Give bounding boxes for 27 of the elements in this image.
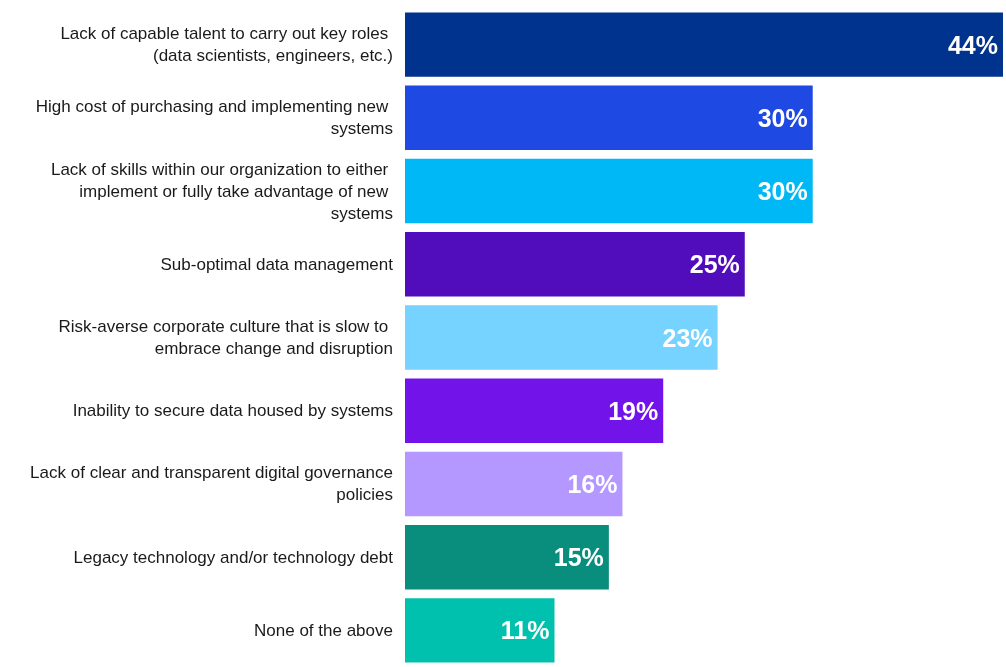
y-tick-label: High cost of purchasing and implementing new systems xyxy=(35,97,393,139)
data-label: 23% xyxy=(662,323,713,352)
data-label: 44% xyxy=(947,30,998,59)
y-tick-label: Lack of clear and transparent digital governance policies xyxy=(30,463,393,505)
data-label: 11% xyxy=(500,616,550,645)
y-tick-label: Legacy technology and/or technology debt xyxy=(73,547,394,567)
data-label: 19% xyxy=(608,396,659,425)
bar xyxy=(405,85,813,151)
bar xyxy=(405,524,609,590)
data-label: 25% xyxy=(689,250,740,279)
y-tick-label: Sub-optimal data management xyxy=(160,254,394,274)
bar xyxy=(405,451,623,517)
data-label: 30% xyxy=(757,177,808,206)
bar xyxy=(405,232,745,297)
bar xyxy=(405,378,664,443)
bar xyxy=(405,158,813,224)
y-tick-label: Lack of skills within our organization to either implement or fully take advantage of new systems xyxy=(50,159,393,223)
y-tick-label: None of the above xyxy=(254,620,393,640)
bar xyxy=(405,598,555,663)
data-label: 16% xyxy=(567,469,618,498)
bar xyxy=(405,305,718,370)
data-label: 30% xyxy=(757,103,808,132)
y-tick-label: Lack of capable talent to carry out key roles (data scientists, engineers, etc.) xyxy=(60,24,393,66)
bar xyxy=(405,12,1003,77)
data-label: 15% xyxy=(553,543,604,572)
y-tick-label: Inability to secure data housed by systems xyxy=(72,401,393,421)
y-tick-label: Risk-averse corporate culture that is slow to embrace change and disruption xyxy=(58,317,393,358)
